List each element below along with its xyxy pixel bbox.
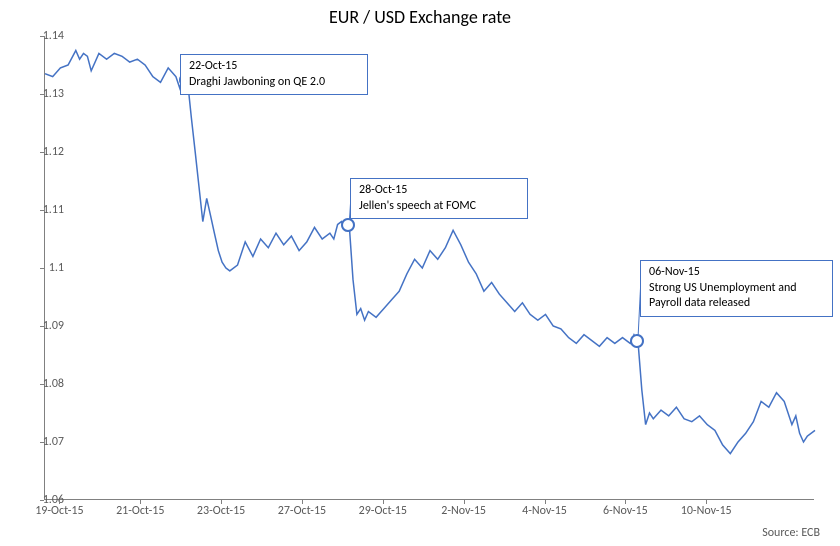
source-label: Source: ECB [762,526,820,540]
ytick-label: 1.1 [49,261,64,275]
ytick-label: 1.07 [43,435,64,449]
xtick-label: 6-Nov-15 [603,504,648,518]
xtick-label: 21-Oct-15 [116,504,164,518]
xtick-label: 27-Oct-15 [278,504,326,518]
annotation-box: 06-Nov-15Strong US Unemployment and Payr… [640,260,833,317]
annotation-marker [630,334,644,348]
ytick-label: 1.13 [43,87,64,101]
xtick-label: 4-Nov-15 [522,504,567,518]
ytick-label: 1.08 [43,377,64,391]
xtick-label: 29-Oct-15 [359,504,407,518]
annotation-date: 28-Oct-15 [359,183,519,199]
annotation-box: 22-Oct-15Draghi Jawboning on QE 2.0 [180,54,368,95]
xtick-label: 10-Nov-15 [681,504,732,518]
chart-title: EUR / USD Exchange rate [0,6,840,28]
xtick-label: 2-Nov-15 [441,504,486,518]
xtick-label: 23-Oct-15 [197,504,245,518]
ytick-label: 1.14 [43,29,64,43]
ytick-label: 1.12 [43,145,64,159]
ytick-label: 1.09 [43,319,64,333]
annotation-date: 06-Nov-15 [649,265,824,281]
annotation-text: Draghi Jawboning on QE 2.0 [189,75,359,91]
eur-usd-chart: EUR / USD Exchange rate 1.061.071.081.09… [0,0,840,546]
annotation-date: 22-Oct-15 [189,59,359,75]
annotation-box: 28-Oct-15Jellen's speech at FOMC [350,178,528,219]
ytick [40,268,44,269]
ytick-label: 1.11 [43,203,64,217]
annotation-text: Jellen's speech at FOMC [359,199,519,215]
xtick-label: 19-Oct-15 [35,504,83,518]
annotation-text: Strong US Unemployment and Payroll data … [649,281,824,312]
annotation-marker [341,218,355,232]
series-line [45,51,815,454]
